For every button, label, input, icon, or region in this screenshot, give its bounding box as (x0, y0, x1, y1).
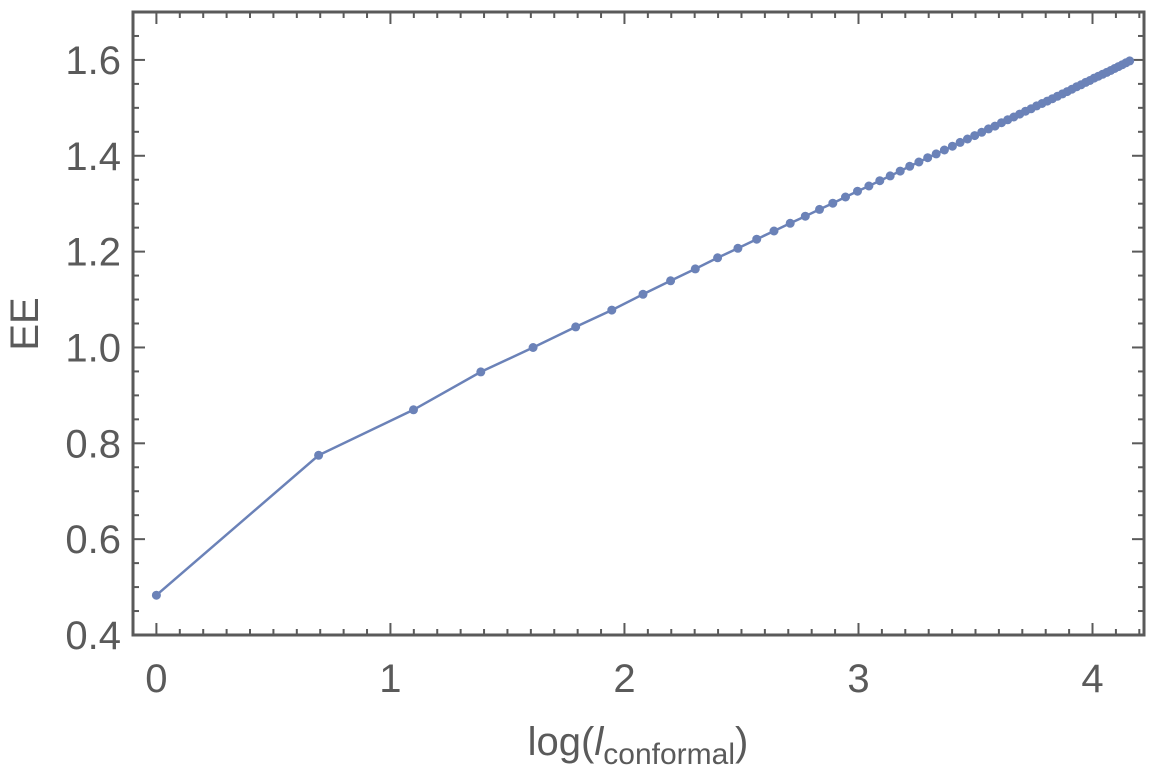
x-tick-label: 1 (379, 657, 401, 701)
x-axis-title-prefix: log( (528, 720, 595, 764)
y-tick-label: 1.0 (65, 326, 121, 370)
data-point (977, 127, 987, 137)
data-point (815, 204, 824, 214)
x-axis-title-suffix: ) (735, 720, 748, 764)
series-line (155, 59, 1131, 597)
data-point (1125, 56, 1135, 66)
series-layer (151, 56, 1135, 600)
x-axis-title: log(lconformal) (528, 720, 749, 771)
x-tick-label: 3 (847, 657, 869, 701)
y-tick-label: 0.4 (65, 614, 121, 658)
data-point (853, 186, 862, 196)
data-point (752, 234, 762, 244)
x-tick-label: 4 (1081, 657, 1103, 701)
y-tick-label: 0.8 (65, 422, 121, 466)
data-point (638, 289, 648, 299)
y-tick-label: 0.6 (65, 518, 121, 562)
x-tick-label: 2 (613, 657, 635, 701)
y-tick-labels: 0.4 0.6 0.8 1.0 1.2 1.4 1.6 (65, 39, 121, 658)
data-point (841, 192, 850, 202)
x-tick-labels: 0 1 2 3 4 (145, 657, 1103, 701)
plot-frame-rect (131, 10, 1146, 637)
data-point (955, 137, 965, 147)
data-point (970, 131, 980, 141)
data-point (476, 367, 486, 377)
data-point (769, 226, 779, 236)
data-point (713, 253, 723, 263)
data-point (923, 153, 933, 163)
data-point (885, 171, 895, 181)
data-point (690, 264, 700, 274)
y-tick-label: 1.2 (65, 231, 121, 275)
data-point (875, 176, 885, 186)
data-point (939, 145, 949, 155)
data-point (947, 141, 957, 151)
data-point (914, 157, 924, 167)
data-point (931, 149, 941, 159)
y-tick-label: 1.6 (65, 39, 121, 83)
data-point (828, 198, 838, 208)
data-point (785, 218, 795, 228)
data-point (151, 590, 161, 600)
data-point (607, 305, 617, 315)
y-tick-label: 1.4 (65, 135, 121, 179)
x-tick-label: 0 (145, 657, 167, 701)
plot-frame (131, 10, 1146, 637)
data-point (895, 166, 905, 176)
data-point (733, 243, 743, 253)
axis-ticks (132, 11, 1144, 636)
data-point (409, 405, 418, 415)
data-point (666, 276, 676, 286)
data-point (963, 134, 972, 144)
data-point (528, 343, 538, 352)
data-point (905, 161, 915, 171)
data-point (571, 322, 581, 332)
data-point (800, 211, 810, 221)
y-axis-title: EE (3, 297, 47, 350)
data-point (864, 181, 874, 191)
x-axis-title-variable: l (594, 720, 604, 764)
data-point (314, 450, 324, 460)
x-axis-title-subscript: conformal (603, 738, 735, 771)
